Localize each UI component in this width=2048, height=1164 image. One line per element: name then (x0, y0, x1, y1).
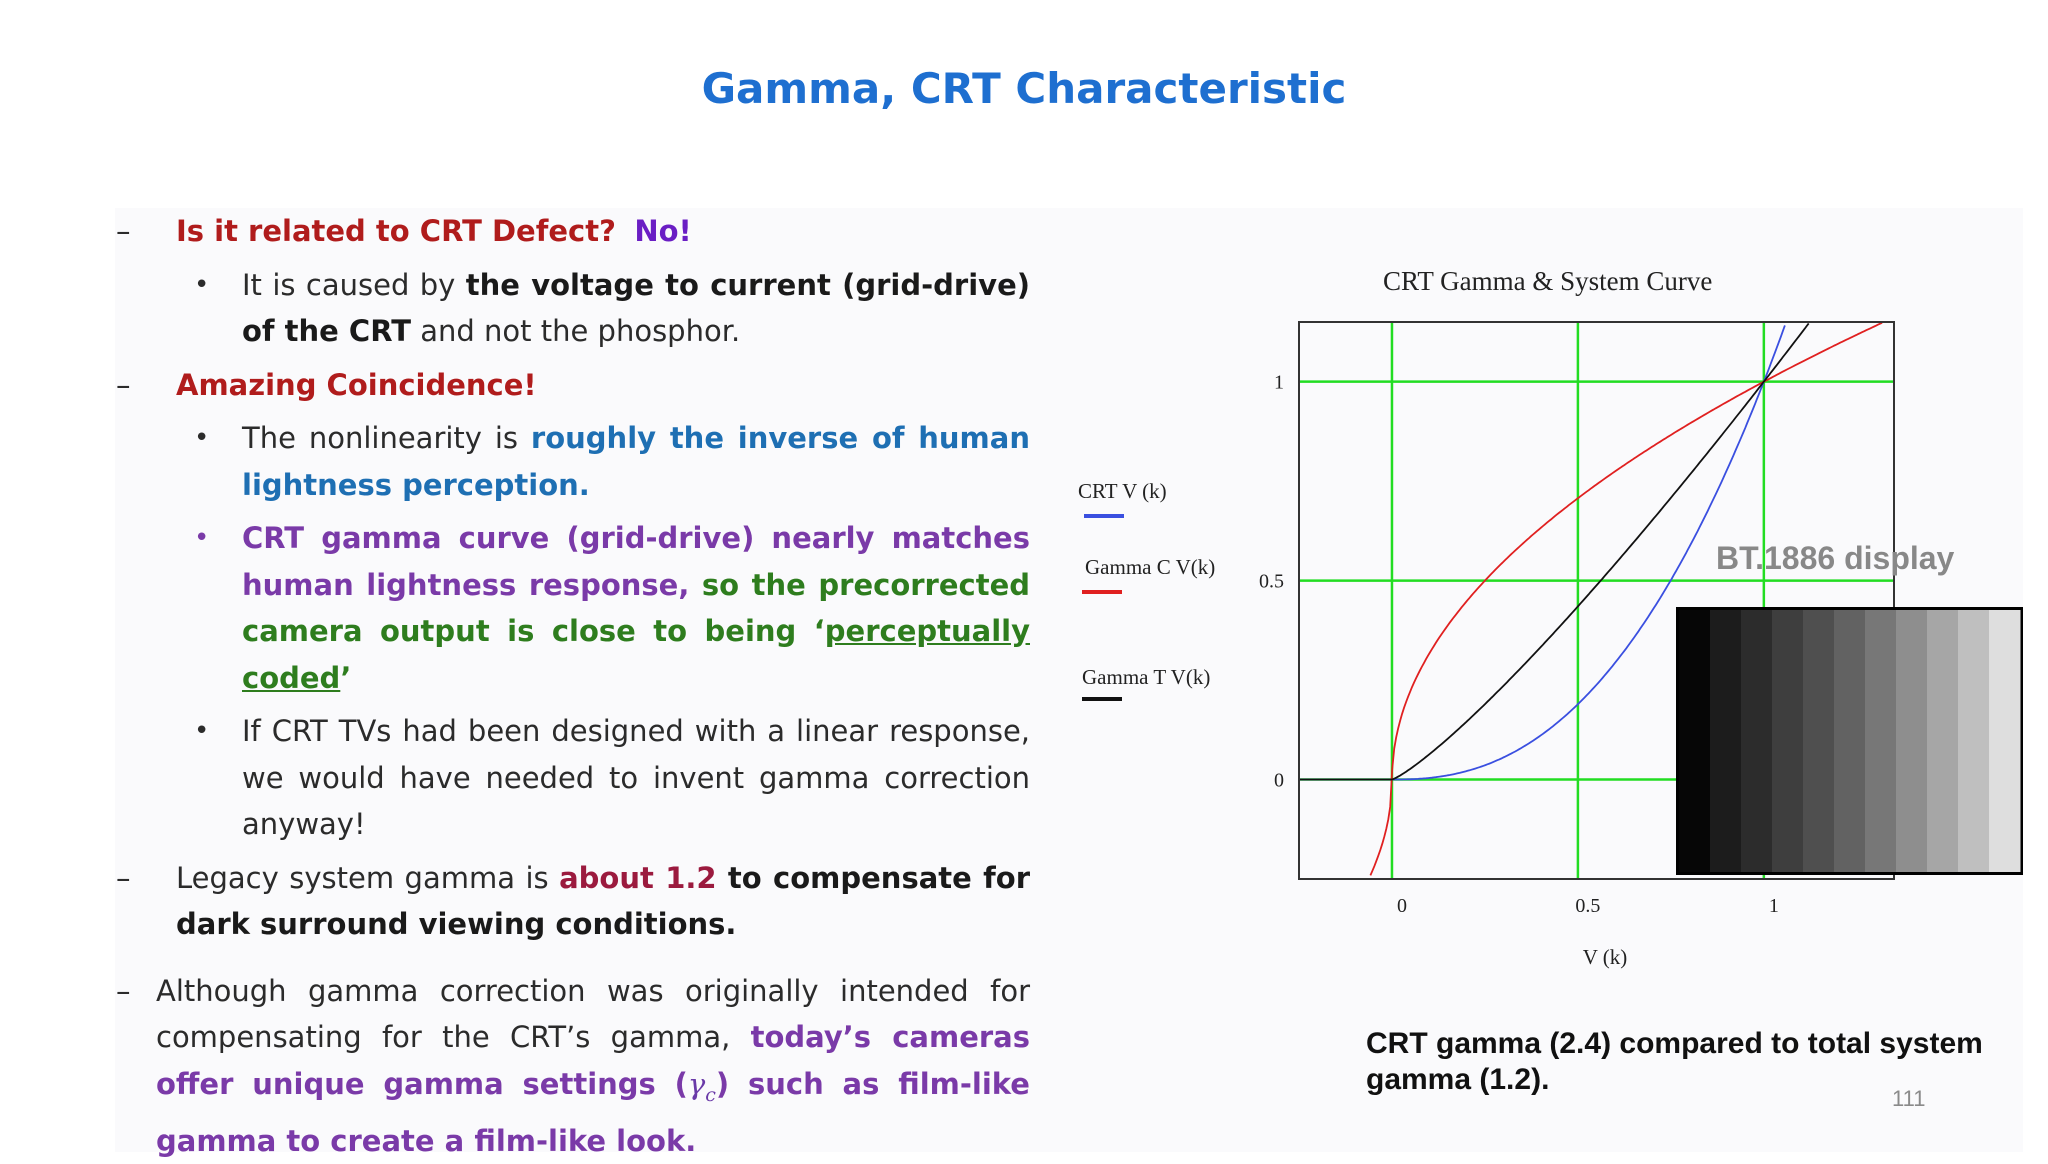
bullet-camera-gamma: – Although gamma correction was original… (110, 968, 1030, 1164)
dot-marker: • (194, 515, 209, 562)
bullet-legacy-gamma: – Legacy system gamma is about 1.2 to co… (110, 855, 1030, 948)
dot-marker: • (194, 415, 209, 462)
dash-marker: – (116, 362, 131, 409)
bullet-gamma-curve: • CRT gamma curve (grid-drive) nearly ma… (110, 515, 1030, 701)
dot-marker: • (194, 262, 209, 309)
dash-marker: – (116, 208, 131, 255)
bullet-grid-drive: • It is caused by the voltage to current… (110, 262, 1030, 355)
dot-marker: • (194, 708, 209, 755)
dash-marker: – (116, 855, 131, 902)
bullet-list: – Is it related to CRT Defect? No! • It … (110, 208, 1030, 1164)
page-number: 111 (1892, 1086, 1925, 1112)
bullet-nonlinearity: • The nonlinearity is roughly the invers… (110, 415, 1030, 508)
dash-marker: – (116, 968, 131, 1015)
bullet-coincidence: – Amazing Coincidence! (110, 362, 1030, 409)
slide-title: Gamma, CRT Characteristic (0, 64, 2048, 113)
bullet-crt-defect: – Is it related to CRT Defect? No! (110, 208, 1030, 255)
bullet-linear-response: • If CRT TVs had been designed with a li… (110, 708, 1030, 848)
